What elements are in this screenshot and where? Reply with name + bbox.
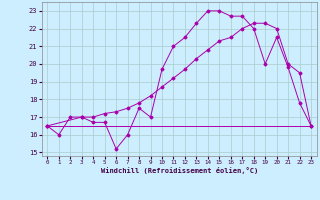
- X-axis label: Windchill (Refroidissement éolien,°C): Windchill (Refroidissement éolien,°C): [100, 167, 258, 174]
